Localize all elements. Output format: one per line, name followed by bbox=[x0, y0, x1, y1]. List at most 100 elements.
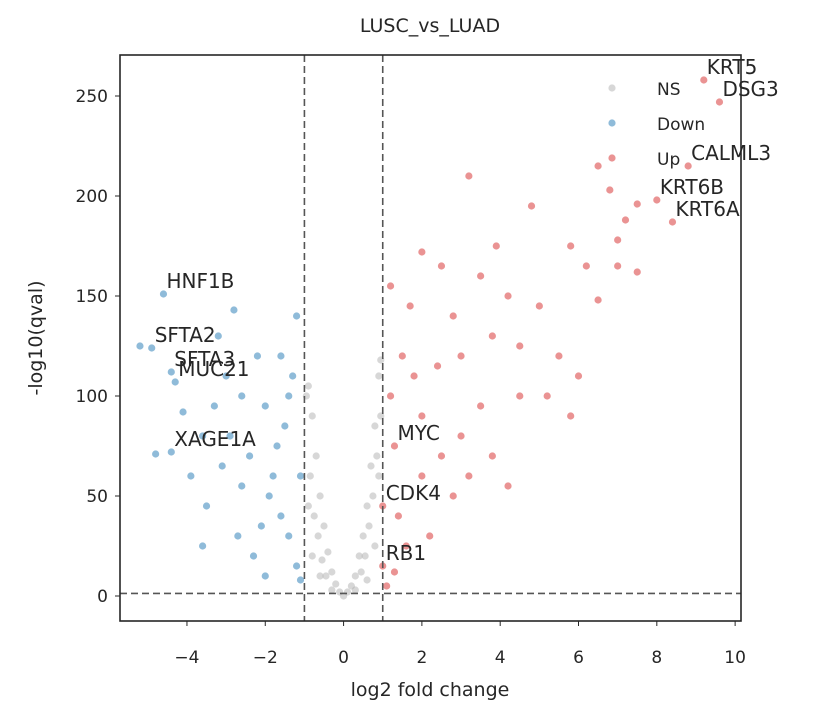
point bbox=[488, 452, 496, 460]
point bbox=[668, 218, 677, 226]
point bbox=[246, 452, 254, 460]
x-tick-label: 2 bbox=[416, 648, 427, 668]
y-tick-label: 50 bbox=[86, 487, 108, 507]
point bbox=[359, 532, 367, 540]
point bbox=[202, 502, 211, 510]
point bbox=[253, 352, 262, 360]
point bbox=[257, 522, 265, 530]
gene-label: KRT6B bbox=[660, 175, 724, 199]
point bbox=[700, 76, 708, 84]
point bbox=[308, 552, 316, 560]
point bbox=[377, 412, 385, 420]
point bbox=[684, 162, 692, 170]
point bbox=[324, 548, 332, 556]
x-tick-label: 10 bbox=[724, 648, 746, 668]
point bbox=[614, 236, 622, 244]
point bbox=[594, 162, 602, 170]
point bbox=[418, 248, 426, 256]
point bbox=[418, 472, 426, 480]
point bbox=[477, 272, 485, 280]
x-tick-label: 0 bbox=[338, 648, 349, 668]
gene-label: MUC21 bbox=[178, 357, 249, 381]
point bbox=[365, 522, 373, 530]
point bbox=[265, 492, 273, 500]
point bbox=[285, 392, 293, 400]
point bbox=[535, 302, 543, 310]
point bbox=[230, 306, 238, 314]
point bbox=[320, 522, 328, 530]
x-tick-label: −4 bbox=[174, 648, 199, 668]
point bbox=[567, 242, 575, 250]
gene-label: KRT6A bbox=[675, 197, 739, 221]
point bbox=[281, 422, 289, 430]
y-tick-label: 150 bbox=[76, 287, 108, 307]
point bbox=[465, 472, 473, 480]
point bbox=[308, 412, 316, 420]
point bbox=[426, 532, 434, 540]
point bbox=[653, 196, 661, 204]
gene-label: SFTA2 bbox=[155, 323, 216, 347]
point bbox=[433, 362, 442, 370]
gene-label: CALML3 bbox=[691, 141, 771, 165]
gene-label: KRT5 bbox=[707, 55, 758, 79]
point bbox=[398, 352, 406, 360]
point bbox=[210, 402, 218, 410]
chart-title: LUSC_vs_LUAD bbox=[360, 15, 500, 37]
y-tick-label: 100 bbox=[76, 387, 108, 407]
gene-label: SFTA3 bbox=[174, 347, 235, 371]
legend-marker bbox=[608, 84, 616, 92]
y-tick-label: 200 bbox=[76, 187, 108, 207]
gene-label: XAGE1A bbox=[174, 427, 256, 451]
point bbox=[386, 392, 395, 400]
point bbox=[249, 552, 258, 560]
point bbox=[492, 242, 500, 250]
point bbox=[351, 572, 359, 580]
point bbox=[373, 452, 381, 460]
x-tick-label: −2 bbox=[253, 648, 278, 668]
point bbox=[289, 372, 297, 380]
legend-marker bbox=[608, 154, 616, 162]
point bbox=[218, 462, 226, 470]
point bbox=[332, 580, 340, 588]
point bbox=[594, 296, 602, 304]
point bbox=[238, 392, 246, 400]
point bbox=[273, 442, 281, 450]
point bbox=[277, 512, 285, 520]
point bbox=[394, 512, 402, 520]
legend-marker bbox=[608, 119, 616, 127]
point bbox=[316, 492, 324, 500]
point bbox=[567, 412, 575, 420]
plot-frame bbox=[119, 54, 742, 622]
point bbox=[328, 568, 336, 576]
point bbox=[437, 452, 446, 460]
x-tick-label: 6 bbox=[573, 648, 584, 668]
point bbox=[363, 576, 371, 584]
point bbox=[214, 332, 222, 340]
point bbox=[304, 382, 312, 390]
point bbox=[316, 572, 324, 580]
point bbox=[582, 262, 590, 270]
point bbox=[322, 572, 330, 580]
point bbox=[504, 292, 512, 300]
point bbox=[390, 442, 399, 450]
point bbox=[269, 472, 277, 480]
point bbox=[363, 502, 371, 510]
point bbox=[355, 552, 363, 560]
point bbox=[304, 502, 312, 510]
point bbox=[318, 556, 326, 564]
y-tick-label: 250 bbox=[76, 87, 108, 107]
point bbox=[226, 432, 234, 440]
point bbox=[406, 302, 414, 310]
point bbox=[606, 186, 614, 194]
gene-label: MYC bbox=[397, 421, 439, 445]
point bbox=[152, 450, 160, 458]
gene-label: HNF1B bbox=[166, 269, 234, 293]
point bbox=[516, 392, 524, 400]
point bbox=[261, 402, 269, 410]
point bbox=[371, 422, 379, 430]
gene-label: RB1 bbox=[386, 541, 426, 565]
point bbox=[167, 448, 175, 456]
point bbox=[312, 452, 320, 460]
point bbox=[167, 368, 175, 376]
